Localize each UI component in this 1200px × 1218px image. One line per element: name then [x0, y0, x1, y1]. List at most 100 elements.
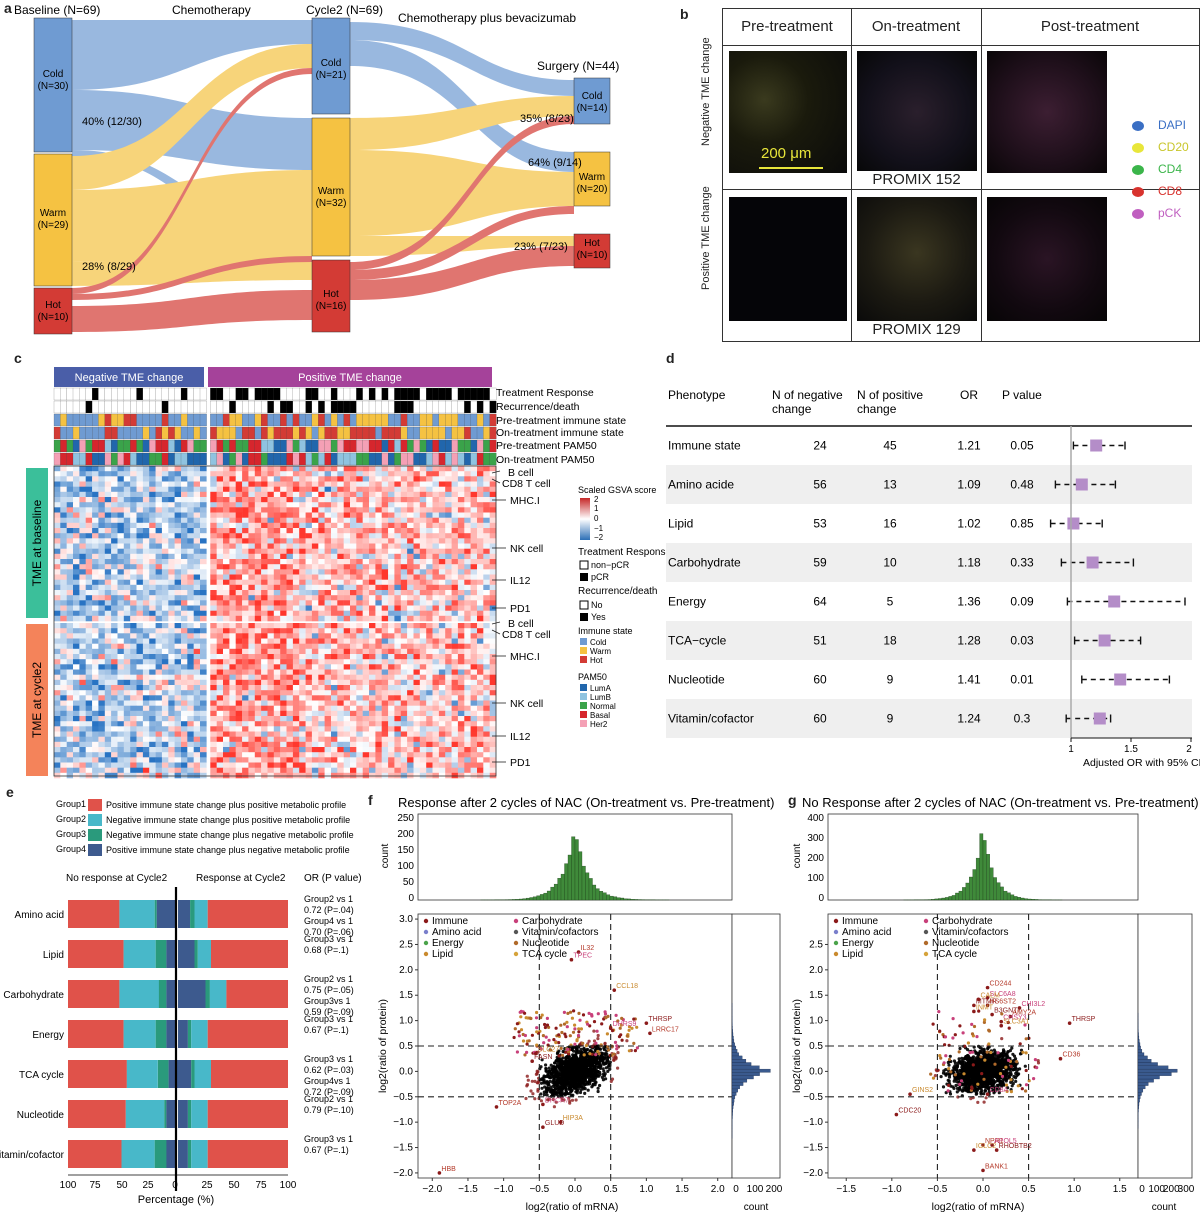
annotation-cell	[242, 388, 249, 400]
heatmap-cell	[464, 590, 471, 596]
heatmap-cell	[490, 752, 497, 758]
heatmap-cell	[350, 757, 357, 763]
heatmap-cell	[261, 476, 268, 482]
heatmap-cell	[394, 654, 401, 660]
heatmap-cell	[86, 737, 93, 743]
annotation-cell	[200, 427, 207, 439]
heatmap-cell	[92, 554, 99, 560]
heatmap-cell	[111, 716, 118, 722]
heatmap-cell	[356, 644, 363, 650]
heatmap-cell	[181, 659, 188, 665]
heatmap-cell	[124, 611, 131, 617]
if-image-neg-on	[857, 51, 977, 173]
heatmap-cell	[312, 768, 319, 774]
heatmap-cell	[331, 549, 338, 555]
heatmap-cell	[375, 471, 382, 477]
heatmap-cell	[471, 580, 478, 586]
heatmap-cell	[143, 502, 150, 508]
heatmap-cell	[458, 538, 465, 544]
heatmap-cell	[111, 763, 118, 769]
e-bar-segment	[155, 1140, 167, 1168]
heatmap-cell	[394, 675, 401, 681]
heatmap-cell	[293, 675, 300, 681]
heatmap-cell	[490, 611, 497, 617]
e-bar-segment	[195, 940, 198, 968]
heatmap-cell	[394, 680, 401, 686]
annotation-cell	[156, 414, 163, 426]
annotation-cell	[445, 440, 452, 452]
annotation-cell	[268, 388, 275, 400]
heatmap-cell	[350, 538, 357, 544]
heatmap-cell	[210, 600, 217, 606]
heatmap-cell	[464, 768, 471, 774]
heatmap-cell	[445, 763, 452, 769]
heatmap-cell	[280, 513, 287, 519]
heatmap-cell	[337, 639, 344, 645]
heatmap-cell	[210, 538, 217, 544]
heatmap-cell	[477, 757, 484, 763]
heatmap-cell	[274, 502, 281, 508]
heatmap-cell	[458, 492, 465, 498]
heatmap-cell	[414, 726, 421, 732]
heatmap-cell	[156, 595, 163, 601]
heatmap-cell	[433, 690, 440, 696]
forest-or: 1.41	[957, 673, 981, 687]
heatmap-cell	[452, 580, 459, 586]
heatmap-cell	[312, 585, 319, 591]
heatmap-cell	[439, 664, 446, 670]
heatmap-cell	[175, 721, 182, 727]
heatmap-cell	[464, 732, 471, 738]
heatmap-cell	[229, 690, 236, 696]
annotation-cell	[394, 388, 401, 400]
heatmap-cell	[54, 675, 61, 681]
annotation-cell	[124, 401, 131, 413]
top-hist-bar	[603, 893, 607, 900]
heatmap-cell	[200, 528, 207, 534]
heatmap-cell	[394, 742, 401, 748]
top-hist-tick: 150	[397, 845, 414, 856]
heatmap-cell	[118, 737, 125, 743]
heatmap-cell	[223, 466, 230, 472]
heatmap-cell	[200, 680, 207, 686]
heatmap-cell	[274, 675, 281, 681]
heatmap-cell	[318, 680, 325, 686]
heatmap-cell	[137, 482, 144, 488]
heatmap-cell	[445, 606, 452, 612]
legend-item-cd20: CD20	[1132, 140, 1189, 154]
heatmap-cell	[181, 706, 188, 712]
heatmap-cell	[490, 549, 497, 555]
annotation-cell	[242, 427, 249, 439]
heatmap-cell	[67, 611, 74, 617]
heatmap-cell	[458, 544, 465, 550]
heatmap-cell	[375, 690, 382, 696]
heatmap-cell	[194, 575, 201, 581]
heatmap-cell	[187, 670, 194, 676]
annotation-cell	[483, 401, 490, 413]
heatmap-cell	[92, 616, 99, 622]
heatmap-cell	[458, 732, 465, 738]
heatmap-cell	[490, 716, 497, 722]
heatmap-cell	[312, 606, 319, 612]
heatmap-cell	[382, 752, 389, 758]
heatmap-cell	[375, 502, 382, 508]
heatmap-cell	[124, 482, 131, 488]
heatmap-cell	[452, 518, 459, 524]
heatmap-cell	[287, 544, 294, 550]
heatmap-cell	[458, 554, 465, 560]
heatmap-cell	[287, 690, 294, 696]
annotation-cell	[375, 401, 382, 413]
heatmap-cell	[363, 544, 370, 550]
heatmap-cell	[356, 701, 363, 707]
heatmap-cell	[162, 768, 169, 774]
heatmap-cell	[187, 616, 194, 622]
heatmap-cell	[458, 482, 465, 488]
annotation-cell	[274, 427, 281, 439]
heatmap-cell	[149, 590, 156, 596]
heatmap-cell	[458, 487, 465, 493]
heatmap-cell	[98, 675, 105, 681]
heatmap-cell	[255, 716, 262, 722]
heatmap-cell	[229, 575, 236, 581]
heatmap-cell	[382, 747, 389, 753]
heatmap-cell	[217, 538, 224, 544]
heatmap-cell	[306, 502, 313, 508]
